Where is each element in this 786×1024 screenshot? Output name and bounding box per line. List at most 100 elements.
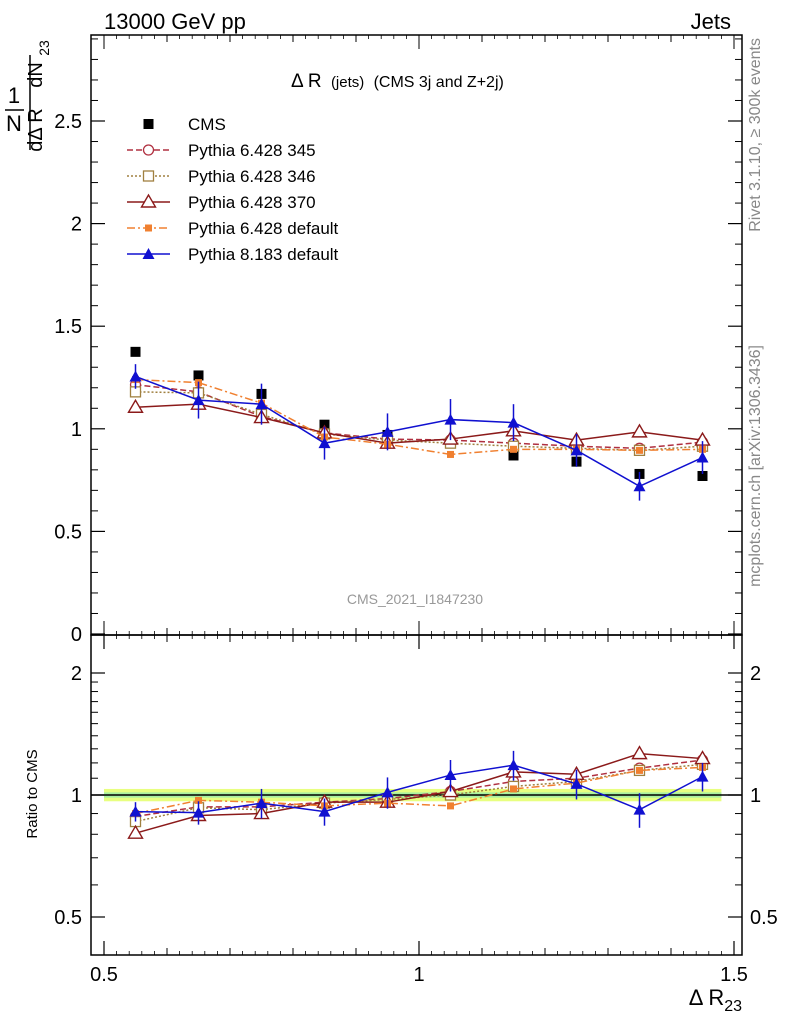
ylabel-one: 1 [8,83,20,108]
xlabel: Δ R23 [689,985,742,1015]
marker-small-square [195,796,202,804]
legend-label-p345: Pythia 6.428 345 [188,141,316,160]
series-p6def [132,376,706,458]
marker-cms [193,370,204,381]
marker-filled-triangle [318,437,331,449]
marker-filled-triangle [129,805,142,817]
legend-label-p6def: Pythia 6.428 default [188,219,339,238]
main-series [127,346,711,501]
marker-filled-triangle [444,769,457,781]
series-line-p6def [135,378,703,456]
ylabel-dn: dN [25,62,47,88]
marker-filled-triangle [696,770,709,782]
series-p8def [129,364,709,501]
marker-open-triangle [631,423,648,438]
marker-open-triangle [631,745,648,760]
marker-filled-triangle [570,444,583,456]
marker-filled-triangle [255,398,268,410]
legend-label-p346: Pythia 6.428 346 [188,167,316,186]
main-ytick-label: 1.5 [54,316,82,338]
ratio-xtick-label: 1.5 [720,964,748,986]
marker-small-square [447,450,454,458]
ratio-axis-ticks: 0.5 0.5 1 1 2 2 0.5 1 1.5 [54,635,778,986]
legend-item-p346: Pythia 6.428 346 [127,167,316,186]
marker-small-square [145,224,152,232]
marker-cms [508,450,519,461]
series-line-p370 [135,403,703,444]
legend-label-cms: CMS [188,115,226,134]
ylabel-n: N [6,111,22,136]
marker-small-square [636,446,643,454]
series-p345 [129,754,709,823]
marker-filled-triangle [444,413,457,425]
marker-filled-triangle [192,394,205,406]
analysis-watermark: CMS_2021_I1847230 [347,591,483,607]
marker-small-square [447,802,454,810]
rivet-label: Rivet 3.1.10, ≥ 300k events [747,38,764,232]
legend-item-p6def: Pythia 6.428 default [127,219,339,238]
legend-label-p8def: Pythia 8.183 default [188,245,339,264]
ratio-ylabel: Ratio to CMS [24,749,41,838]
marker-open-triangle [140,193,157,208]
ratio-xtick-label: 1 [413,964,424,986]
series-p346 [129,386,709,456]
marker-cms [130,346,141,357]
series-line-p8def [135,764,703,814]
marker-filled-triangle [142,248,155,259]
series-cms [130,346,708,481]
marker-filled-triangle [381,425,394,437]
series-line-p370 [135,752,703,834]
mcplots-label: mcplots.cern.ch [arXiv:1306.3436] [747,345,764,587]
marker-cms [697,470,708,481]
title-jets: (jets) [331,74,364,91]
main-title: Δ R (jets) (CMS 3j and Z+2j) [291,71,504,92]
series-line-p345 [135,759,703,818]
ratio-series [127,745,711,839]
ratio-ytick-label-right: 1 [750,785,761,807]
ratio-ytick-label: 1 [71,785,82,807]
legend: CMS Pythia 6.428 345 Pythia 6.428 346 Pythi… [127,115,339,264]
marker-filled-triangle [507,416,520,428]
series-line-p345 [135,383,703,450]
header-right: Jets [691,9,731,34]
xlabel-delta-r: Δ R [689,985,724,1010]
legend-item-cms: CMS [143,115,226,134]
main-ytick-label: 2 [71,214,82,236]
marker-small-square [636,766,643,774]
marker-filled-triangle [696,451,709,463]
series-p8def [129,750,709,828]
main-ytick-label: 0 [71,624,82,646]
marker-small-square [510,445,517,453]
marker-filled-triangle [318,805,331,817]
series-p370 [127,395,711,449]
marker-filled-triangle [255,797,268,809]
ratio-ytick-label: 2 [71,663,82,685]
marker-filled-triangle [192,806,205,818]
marker-open-square [142,170,155,182]
main-ylabel: 1 N dN dΔ R 23 [5,40,52,152]
ratio-ytick-label-right: 0.5 [750,907,778,929]
ylabel-sub: 23 [36,40,52,56]
legend-label-p370: Pythia 6.428 370 [188,193,316,212]
marker-small-square [510,785,517,793]
marker-open-triangle [127,824,144,839]
series-line-p346 [135,391,703,452]
marker-cms [143,119,154,129]
legend-item-p370: Pythia 6.428 370 [127,193,316,212]
ylabel-d-delta-r: dΔ R [25,108,47,151]
xlabel-sub: 23 [724,998,742,1015]
main-ytick-label: 0.5 [54,521,82,543]
main-ytick-label: 2.5 [54,111,82,133]
marker-filled-triangle [129,370,142,382]
ratio-xtick-label: 0.5 [90,964,118,986]
marker-filled-triangle [507,759,520,771]
series-p345 [129,379,709,454]
legend-item-p8def: Pythia 8.183 default [127,245,339,264]
marker-circle [142,144,155,156]
marker-filled-triangle [633,803,646,815]
ratio-ytick-label: 0.5 [54,907,82,929]
main-ytick-label: 1 [71,419,82,441]
marker-filled-triangle [570,777,583,789]
legend-item-p345: Pythia 6.428 345 [127,141,316,160]
